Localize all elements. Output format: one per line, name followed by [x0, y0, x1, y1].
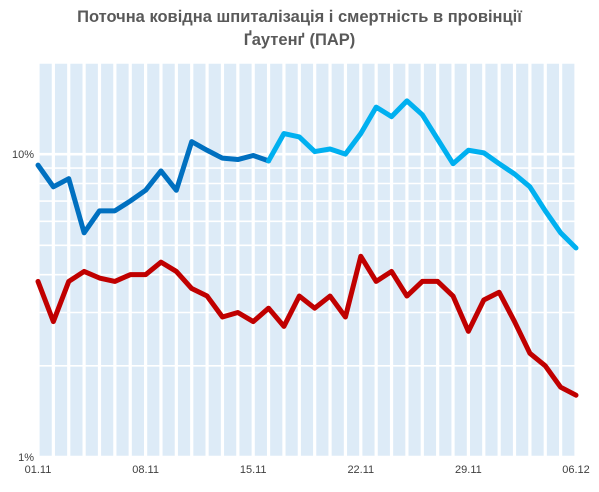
- x-tick-label: 22.11: [347, 464, 374, 476]
- y-tick-label: 1%: [18, 452, 34, 464]
- horizontal-gridlines: [38, 62, 576, 459]
- series-lines: [35, 98, 579, 398]
- chart-title-line-2: Ґаутенґ (ПАР): [243, 31, 356, 49]
- hospitalization-line-segment-1: [35, 139, 272, 236]
- axis-labels: 1% 10% 01.11 08.11 15.11 22.11 29.11 06.12: [12, 149, 590, 476]
- chart-title-line-1: Поточна ковідна шпиталізація і смертніст…: [77, 8, 522, 26]
- x-tick-label: 06.12: [562, 464, 590, 476]
- mortality-line: [35, 253, 579, 398]
- x-tick-label: 29.11: [455, 464, 482, 476]
- x-tick-label: 08.11: [132, 464, 159, 476]
- hospitalization-line-segment-2: [266, 98, 579, 251]
- y-tick-label: 10%: [12, 149, 34, 161]
- plot-background: [38, 63, 576, 457]
- chart-title: Поточна ковідна шпиталізація і смертніст…: [0, 6, 599, 52]
- x-tick-label: 01.11: [25, 464, 52, 476]
- x-tick-label: 15.11: [240, 464, 267, 476]
